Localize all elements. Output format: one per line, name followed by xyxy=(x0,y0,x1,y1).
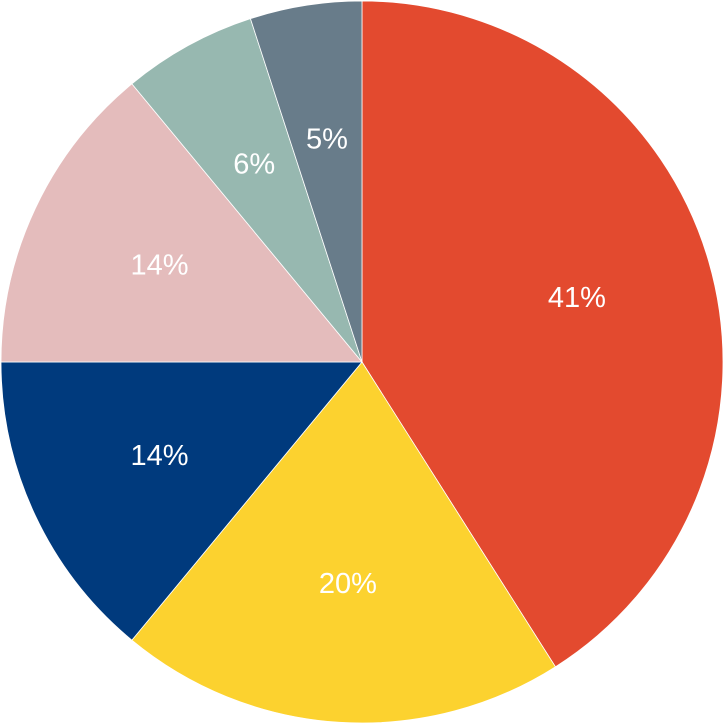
slice-label: 5% xyxy=(306,124,348,156)
pie-slice xyxy=(0,83,363,363)
pie-slice xyxy=(0,361,363,641)
slice-label: 41% xyxy=(548,282,606,314)
pie-slice xyxy=(131,18,363,363)
slice-label: 14% xyxy=(130,440,188,472)
slice-label: 20% xyxy=(319,568,377,600)
pie-slice xyxy=(131,361,556,724)
pie-slice xyxy=(361,0,724,668)
slice-label: 6% xyxy=(233,149,275,181)
slice-label: 14% xyxy=(130,249,188,281)
pie-slice xyxy=(249,0,363,363)
